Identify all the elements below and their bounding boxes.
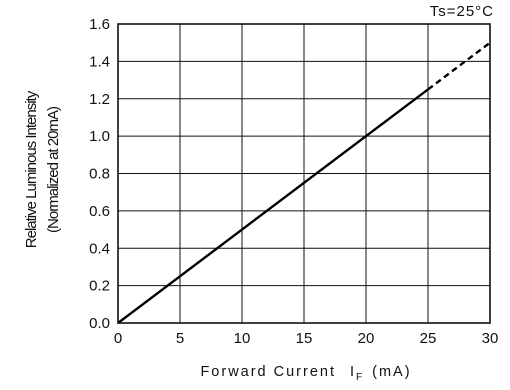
y-tick-label: 0.0 (89, 315, 110, 332)
series-line-solid (117, 88, 429, 324)
y-tick-label: 0.2 (89, 278, 110, 295)
grid (117, 23, 491, 324)
y-tick-label: 1.0 (89, 128, 110, 145)
y-tick-label: 0.8 (89, 166, 110, 183)
y-axis-title-line2: (Normalized at 20mA) (45, 106, 62, 233)
y-tick-label: 1.6 (89, 16, 110, 33)
x-tick-label: 10 (234, 330, 251, 347)
x-axis-symbol: I (350, 364, 356, 380)
x-tick-labels: 0 5 10 15 20 25 30 (114, 330, 499, 347)
annotation-ts: Ts=25°C (430, 3, 494, 20)
y-tick-labels: 0.0 0.2 0.4 0.6 0.8 1.0 1.2 1.4 1.6 (89, 16, 110, 332)
y-tick-label: 0.6 (89, 203, 110, 220)
x-axis-subscript: F (356, 372, 364, 383)
x-axis-unit: (mA) (372, 364, 411, 380)
x-tick-label: 25 (420, 330, 437, 347)
x-axis-title: Forward Current IF (mA) (200, 364, 411, 383)
data-series (117, 41, 491, 324)
x-tick-label: 30 (482, 330, 499, 347)
y-tick-label: 1.4 (89, 53, 110, 70)
y-axis-title-line1: Relative Luminous Intensity (23, 90, 40, 248)
x-tick-label: 5 (176, 330, 184, 347)
x-tick-label: 15 (296, 330, 313, 347)
plot-frame (117, 23, 491, 324)
x-tick-label: 0 (114, 330, 122, 347)
y-tick-label: 1.2 (89, 91, 110, 108)
series-line-dashed (427, 41, 491, 91)
y-tick-label: 0.4 (89, 240, 110, 257)
x-axis-title-main: Forward Current (200, 364, 336, 380)
x-tick-label: 20 (358, 330, 375, 347)
